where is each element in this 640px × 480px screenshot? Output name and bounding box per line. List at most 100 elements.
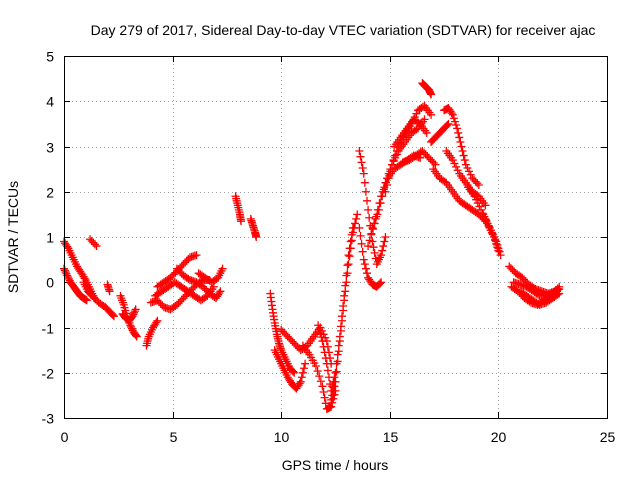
series-s12 [172,264,225,303]
data-point [327,402,336,411]
series-s15 [246,214,261,241]
data-point [555,289,564,298]
data-point [290,368,299,377]
data-point [427,110,436,119]
series-s26 [381,101,436,196]
x-tick-label: 20 [491,429,507,445]
data-point [355,223,364,232]
series-s24 [364,151,425,251]
data-point [380,237,389,246]
data-point [330,373,339,382]
data-point [364,242,373,251]
data-point [331,368,340,377]
data-point [466,170,475,179]
data-point [420,115,429,124]
data-point [492,237,501,246]
data-point [300,364,309,373]
data-point [455,133,464,142]
data-point [327,395,336,404]
data-point [109,312,118,321]
data-point [351,219,360,228]
y-tick-label: 1 [46,230,54,246]
data-point [459,151,468,160]
series-s31 [440,104,483,189]
data-point [296,377,305,386]
series-s8 [142,316,162,350]
data-point [387,160,396,169]
data-point [427,90,436,99]
data-point [319,387,328,396]
x-axis-label: GPS time / hours [282,457,389,473]
series-s21 [327,210,362,404]
data-point [358,247,367,256]
data-point [553,290,562,299]
data-point [64,274,73,283]
x-tick-label: 25 [600,429,616,445]
series-s30 [427,119,453,146]
data-point [477,205,486,214]
data-point [332,367,341,376]
x-tick-label: 5 [170,429,178,445]
series-s3 [79,278,118,321]
data-point [318,382,327,391]
data-point [328,391,337,400]
data-point [460,156,469,165]
data-point [358,163,367,172]
data-point [344,251,353,260]
data-points [60,79,564,413]
data-point [105,287,114,296]
data-point [341,287,350,296]
series-s35 [479,210,505,260]
y-tick-label: 2 [46,185,54,201]
data-point [132,332,141,341]
data-point [298,368,307,377]
x-tick-label: 0 [61,429,69,445]
series-s14 [231,192,246,226]
series-s27 [390,115,431,151]
data-point [454,128,463,137]
data-point [362,196,371,205]
data-point [343,269,352,278]
data-point [465,167,474,176]
series-s28 [398,147,440,169]
data-point [152,318,161,327]
data-point [335,337,344,346]
series-s33 [442,147,490,210]
data-point [448,156,457,165]
data-point [108,311,117,320]
data-point [301,359,310,368]
data-point [295,379,304,388]
data-point [374,205,383,214]
data-point [370,219,379,228]
data-point [389,156,398,165]
data-point [321,354,330,363]
series-s39 [516,287,564,309]
data-point [323,366,332,375]
data-point [338,316,347,325]
x-tick-label: 10 [274,429,290,445]
data-point [127,322,136,331]
data-point [359,255,368,264]
data-point [192,251,201,260]
data-point [384,174,393,183]
data-point [373,210,382,219]
data-point [555,282,564,291]
data-point [330,382,339,391]
data-point [456,137,465,146]
y-tick-label: -2 [42,366,55,382]
data-point [367,230,376,239]
data-point [334,347,343,356]
data-point [131,331,140,340]
data-point [422,128,431,137]
data-point [368,223,377,232]
data-point [357,239,366,248]
data-point [386,167,395,176]
data-point [371,214,380,223]
data-point [361,264,370,273]
data-point [215,288,224,297]
data-point [449,114,458,123]
data-point [130,308,139,317]
data-point [481,201,490,210]
data-point [237,217,246,226]
